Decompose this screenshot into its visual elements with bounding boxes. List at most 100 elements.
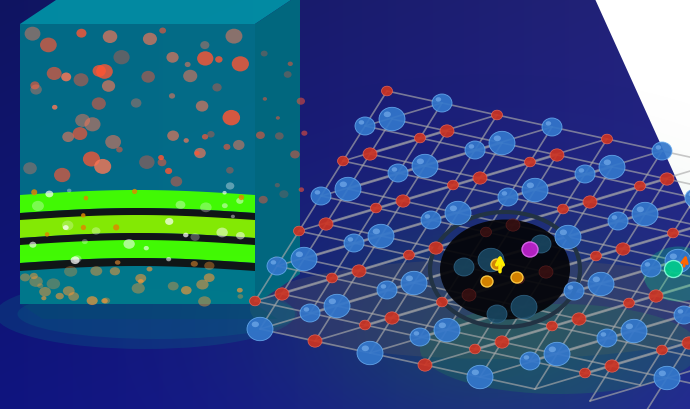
- Ellipse shape: [226, 183, 235, 190]
- Ellipse shape: [146, 267, 152, 272]
- Ellipse shape: [539, 266, 553, 279]
- Ellipse shape: [270, 261, 276, 265]
- Ellipse shape: [81, 225, 86, 231]
- Ellipse shape: [355, 118, 375, 136]
- Ellipse shape: [190, 234, 199, 241]
- Polygon shape: [20, 191, 255, 213]
- Ellipse shape: [440, 126, 454, 138]
- Ellipse shape: [217, 228, 228, 238]
- Ellipse shape: [352, 265, 366, 277]
- Ellipse shape: [222, 204, 228, 209]
- Ellipse shape: [39, 287, 51, 297]
- Ellipse shape: [308, 335, 322, 347]
- Ellipse shape: [41, 297, 46, 301]
- Ellipse shape: [170, 177, 182, 187]
- Ellipse shape: [511, 272, 523, 283]
- Ellipse shape: [132, 283, 145, 294]
- Ellipse shape: [302, 131, 308, 137]
- Ellipse shape: [54, 169, 70, 183]
- Ellipse shape: [379, 108, 405, 131]
- Ellipse shape: [311, 188, 331, 205]
- Ellipse shape: [335, 178, 361, 201]
- Ellipse shape: [450, 206, 457, 212]
- Ellipse shape: [415, 134, 426, 144]
- Ellipse shape: [198, 297, 211, 307]
- Ellipse shape: [493, 136, 501, 142]
- Ellipse shape: [652, 143, 672, 161]
- Ellipse shape: [273, 257, 279, 262]
- Ellipse shape: [599, 156, 625, 179]
- Ellipse shape: [611, 216, 617, 220]
- Ellipse shape: [429, 242, 443, 254]
- Ellipse shape: [196, 280, 208, 290]
- Polygon shape: [20, 304, 277, 319]
- Ellipse shape: [256, 132, 265, 139]
- Ellipse shape: [81, 213, 86, 218]
- Ellipse shape: [328, 299, 336, 304]
- Ellipse shape: [635, 182, 646, 191]
- Ellipse shape: [157, 159, 166, 167]
- Ellipse shape: [526, 183, 534, 189]
- Ellipse shape: [467, 365, 493, 389]
- Ellipse shape: [165, 169, 172, 175]
- Ellipse shape: [183, 233, 188, 238]
- Ellipse shape: [239, 195, 244, 200]
- Ellipse shape: [445, 202, 471, 225]
- Ellipse shape: [75, 115, 90, 128]
- Ellipse shape: [506, 219, 520, 231]
- Ellipse shape: [275, 133, 284, 140]
- Ellipse shape: [377, 281, 397, 299]
- Ellipse shape: [583, 196, 597, 209]
- Ellipse shape: [357, 342, 383, 365]
- Ellipse shape: [30, 82, 39, 90]
- Ellipse shape: [144, 246, 149, 251]
- Ellipse shape: [293, 227, 304, 236]
- Ellipse shape: [520, 352, 540, 370]
- Ellipse shape: [194, 148, 206, 159]
- Ellipse shape: [222, 191, 227, 195]
- Ellipse shape: [654, 366, 680, 390]
- Ellipse shape: [56, 293, 64, 300]
- Ellipse shape: [141, 72, 155, 83]
- Ellipse shape: [236, 198, 244, 204]
- Ellipse shape: [226, 168, 234, 174]
- Ellipse shape: [424, 215, 430, 219]
- Ellipse shape: [348, 238, 353, 242]
- Ellipse shape: [593, 277, 600, 283]
- Ellipse shape: [247, 317, 273, 341]
- Ellipse shape: [522, 179, 548, 202]
- Ellipse shape: [682, 337, 690, 349]
- Ellipse shape: [502, 192, 507, 196]
- Ellipse shape: [478, 249, 504, 272]
- Ellipse shape: [113, 51, 130, 65]
- Ellipse shape: [418, 359, 432, 371]
- Ellipse shape: [30, 85, 42, 95]
- Ellipse shape: [435, 98, 441, 102]
- Ellipse shape: [202, 135, 208, 140]
- Ellipse shape: [437, 297, 448, 307]
- Ellipse shape: [462, 289, 476, 301]
- Ellipse shape: [432, 95, 452, 113]
- Ellipse shape: [30, 273, 38, 279]
- Ellipse shape: [396, 196, 410, 208]
- Ellipse shape: [62, 133, 74, 143]
- Ellipse shape: [113, 225, 119, 231]
- Ellipse shape: [135, 274, 146, 283]
- Ellipse shape: [176, 201, 186, 209]
- Ellipse shape: [31, 190, 37, 196]
- Ellipse shape: [196, 101, 208, 112]
- Ellipse shape: [106, 136, 121, 150]
- Ellipse shape: [252, 321, 259, 327]
- Ellipse shape: [165, 218, 173, 225]
- Ellipse shape: [73, 256, 81, 263]
- Ellipse shape: [637, 207, 644, 213]
- Ellipse shape: [568, 285, 573, 290]
- Ellipse shape: [139, 156, 155, 170]
- Ellipse shape: [237, 288, 243, 293]
- Ellipse shape: [70, 257, 79, 264]
- Ellipse shape: [224, 144, 230, 151]
- Ellipse shape: [381, 285, 386, 289]
- Ellipse shape: [290, 151, 299, 159]
- Ellipse shape: [385, 312, 399, 324]
- Ellipse shape: [368, 225, 394, 248]
